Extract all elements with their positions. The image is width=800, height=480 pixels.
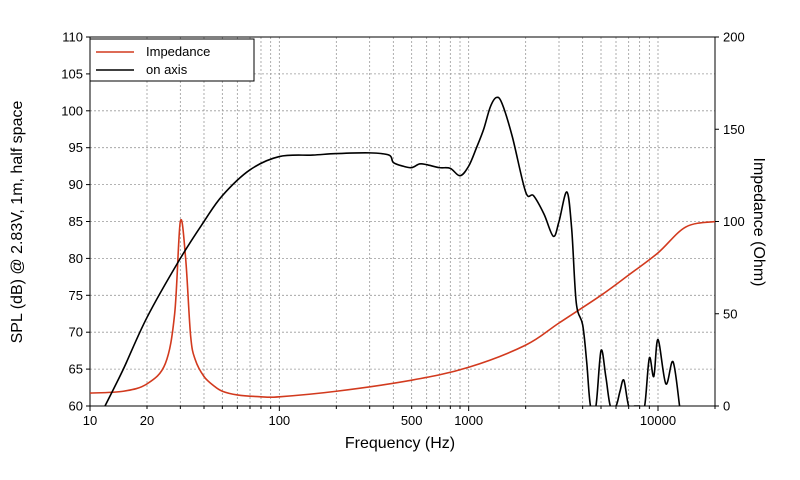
x-tick-label: 20 bbox=[140, 413, 154, 428]
x-tick-label: 10000 bbox=[640, 413, 676, 428]
left-axis: 60 65 70 75 80 85 90 95 100 105 110 bbox=[61, 30, 90, 414]
grid bbox=[89, 37, 716, 406]
right-axis: 0 50 100 150 200 bbox=[715, 30, 745, 414]
y-tick-label: 60 bbox=[69, 399, 83, 414]
series-line-impedance bbox=[90, 218, 715, 399]
y-tick-label: 65 bbox=[69, 362, 83, 377]
y2-tick-label: 50 bbox=[723, 306, 737, 321]
series-line-on-axis bbox=[104, 96, 681, 406]
x-tick-label: 500 bbox=[401, 413, 423, 428]
y2-tick-label: 200 bbox=[723, 30, 745, 45]
y-tick-label: 75 bbox=[69, 288, 83, 303]
legend: Impedance on axis bbox=[89, 38, 255, 82]
y-tick-label: 70 bbox=[69, 325, 83, 340]
x-tick-label: 10 bbox=[83, 413, 97, 428]
y-tick-label: 110 bbox=[62, 30, 83, 45]
y-tick-label: 105 bbox=[61, 66, 83, 81]
y-tick-label: 90 bbox=[69, 177, 83, 192]
series-layer bbox=[90, 96, 715, 406]
x-tick-label: 1000 bbox=[454, 413, 483, 428]
y-axis-title: SPL (dB) @ 2.83V, 1m, half space bbox=[9, 101, 26, 344]
y2-tick-label: 100 bbox=[723, 214, 745, 229]
legend-label-impedance: Impedance bbox=[146, 44, 210, 59]
y2-tick-label: 0 bbox=[723, 399, 730, 414]
legend-box bbox=[89, 38, 255, 82]
y-tick-label: 100 bbox=[61, 103, 83, 118]
y-tick-label: 95 bbox=[69, 140, 83, 155]
x-tick-label: 100 bbox=[268, 413, 290, 428]
legend-label-on-axis: on axis bbox=[146, 62, 188, 77]
y-tick-label: 80 bbox=[69, 251, 83, 266]
x-axis: 10 20 100 500 1000 10000 bbox=[83, 406, 716, 428]
y-tick-label: 85 bbox=[69, 214, 83, 229]
y2-tick-label: 150 bbox=[723, 122, 745, 137]
y2-axis-title: Impedance (Ohm) bbox=[750, 158, 767, 287]
x-axis-title: Frequency (Hz) bbox=[345, 435, 455, 452]
